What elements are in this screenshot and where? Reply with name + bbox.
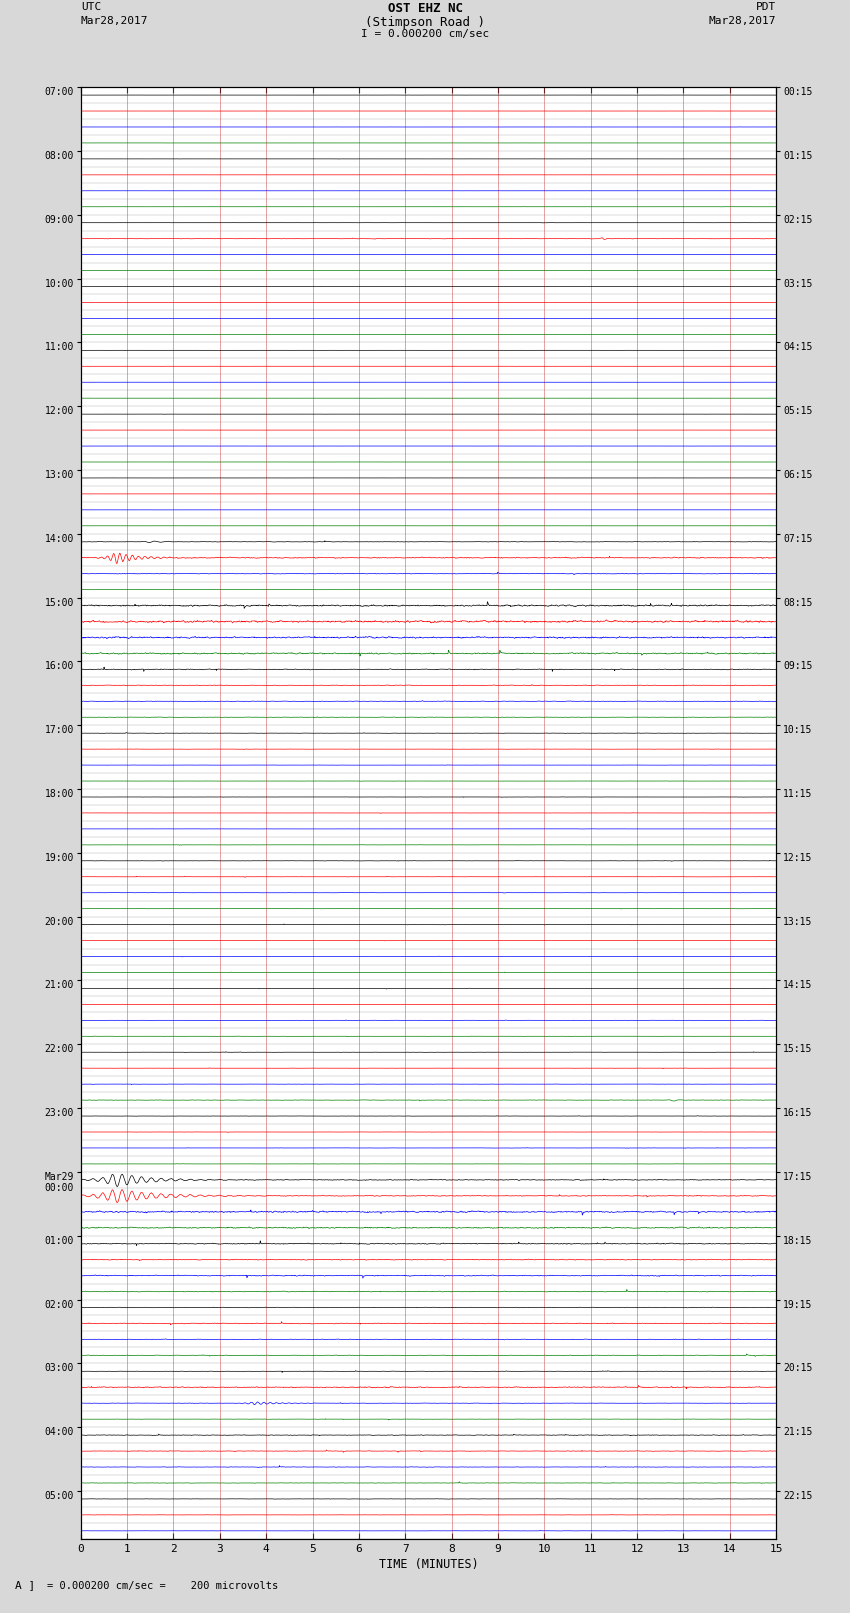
Text: PDT: PDT — [756, 3, 776, 13]
Text: = 0.000200 cm/sec =    200 microvolts: = 0.000200 cm/sec = 200 microvolts — [47, 1581, 278, 1590]
Text: Mar28,2017: Mar28,2017 — [81, 16, 148, 26]
Text: I = 0.000200 cm/sec: I = 0.000200 cm/sec — [361, 29, 489, 39]
X-axis label: TIME (MINUTES): TIME (MINUTES) — [378, 1558, 479, 1571]
Text: A ]: A ] — [15, 1581, 36, 1590]
Text: OST EHZ NC: OST EHZ NC — [388, 3, 462, 16]
Text: (Stimpson Road ): (Stimpson Road ) — [365, 16, 485, 29]
Text: Mar28,2017: Mar28,2017 — [709, 16, 776, 26]
Text: UTC: UTC — [81, 3, 101, 13]
